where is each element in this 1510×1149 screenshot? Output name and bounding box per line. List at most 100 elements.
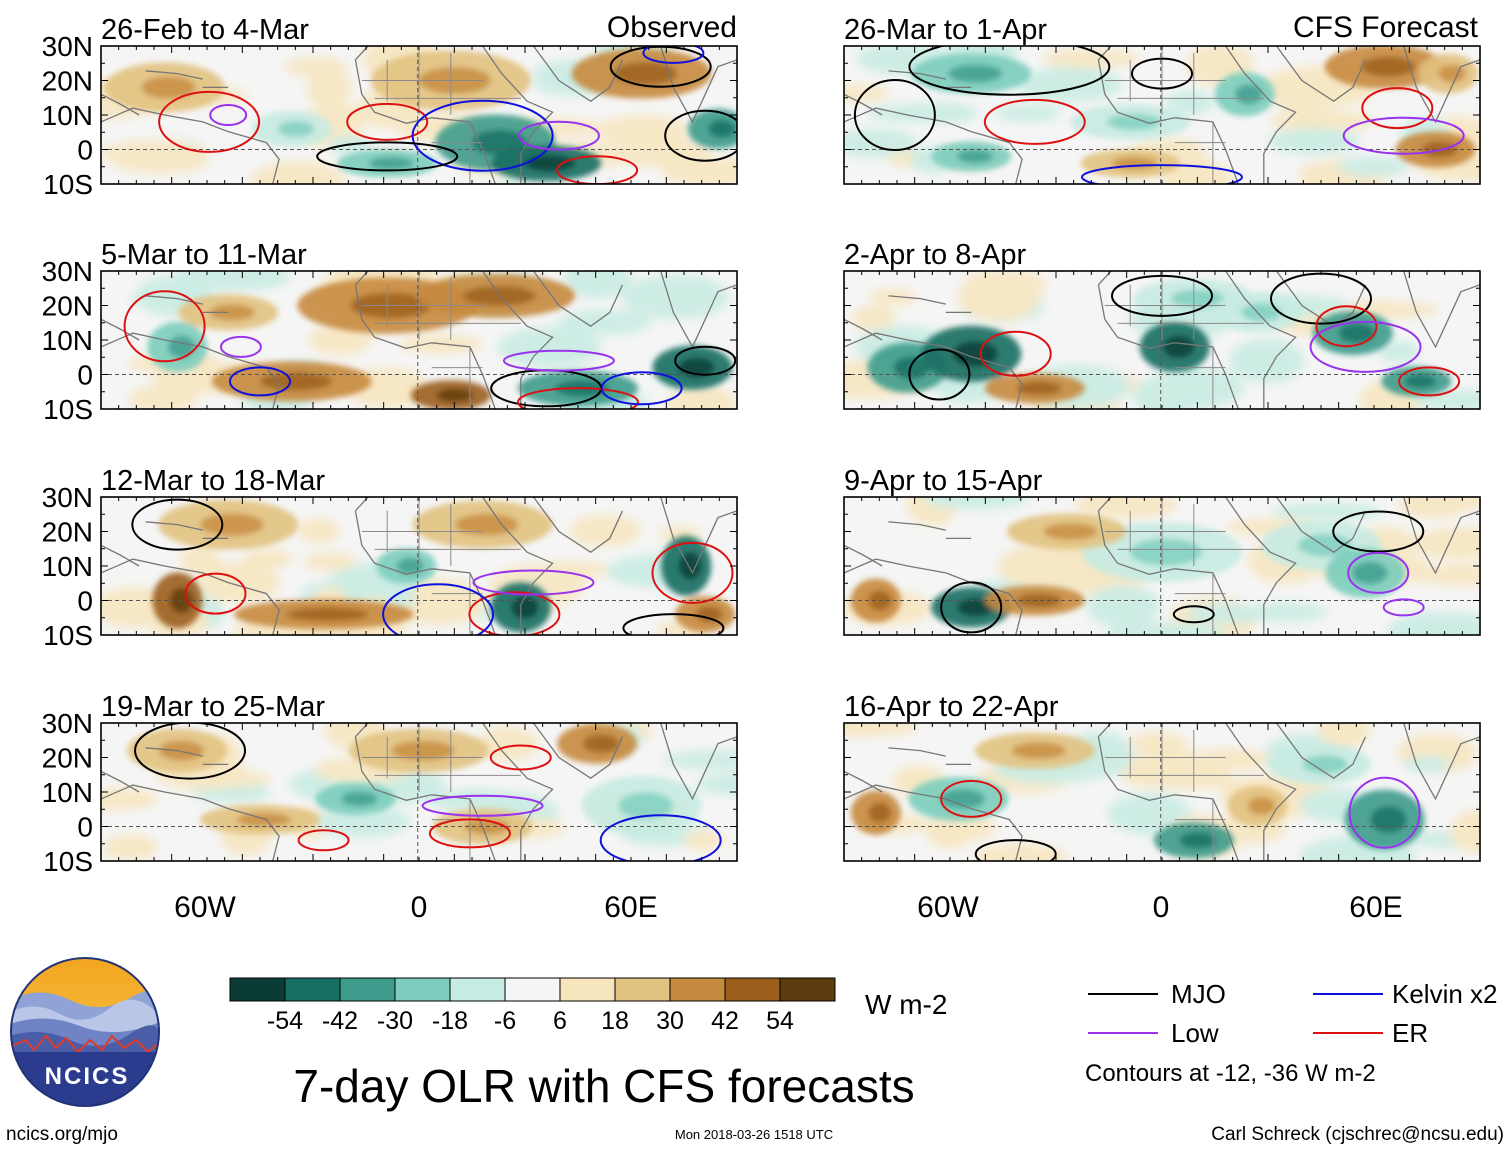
colorbar-tick-label: -18 (432, 1007, 468, 1035)
olr-field (101, 271, 737, 409)
contour-E (123, 290, 206, 363)
panel-ticks (843, 722, 1481, 862)
contour-M (908, 46, 1111, 96)
colorbar-tick-label: -42 (322, 1007, 358, 1035)
footer-credit: Carl Schreck (cjschrec@ncsu.edu) (1211, 1124, 1504, 1145)
lat-label: 30N (42, 482, 93, 513)
panel-ticks (843, 270, 1481, 410)
colorbar-tick-label: 54 (766, 1007, 794, 1035)
legend-label-low: Low (1171, 1018, 1219, 1048)
lat-label: 10N (42, 551, 93, 582)
legend-label-kelvin: Kelvin x2 (1392, 979, 1498, 1009)
olr-field (844, 497, 1480, 635)
contour-M (853, 79, 936, 151)
lat-label: 10N (42, 325, 93, 356)
lon-label-60w: 60W (174, 891, 236, 924)
lon-label-0: 0 (411, 891, 428, 924)
contour-M (134, 723, 247, 780)
contour-E (556, 155, 639, 184)
panel-ticks (843, 496, 1481, 636)
lon-label-60e: 60E (604, 891, 657, 924)
contour-K (600, 371, 683, 406)
lat-label: 0 (77, 812, 93, 843)
colorbar-tick-label: 6 (553, 1007, 567, 1035)
contour-K (411, 99, 554, 172)
olr-field (844, 271, 1480, 409)
footer-timestamp: Mon 2018-03-26 1518 UTC (675, 1127, 833, 1142)
contour-E (158, 90, 261, 153)
olr-field (101, 723, 737, 861)
lat-label: 20N (42, 66, 93, 97)
lon-label-60w: 60W (917, 891, 979, 924)
colorbar-tick-label: -6 (494, 1007, 516, 1035)
lat-label: 0 (77, 360, 93, 391)
panel-period: 26-Mar to 1-Apr (844, 14, 1047, 46)
lat-label: 30N (42, 256, 93, 287)
colorbar-tick-label: 18 (601, 1007, 629, 1035)
lat-label: 10S (43, 394, 93, 425)
panel-period: 2-Apr to 8-Apr (844, 239, 1026, 271)
lat-label: 10N (42, 100, 93, 131)
lat-label: 10N (42, 777, 93, 808)
contour-M (1111, 274, 1213, 317)
lat-label: 20N (42, 291, 93, 322)
olr-field (844, 46, 1480, 184)
contour-L (1342, 116, 1465, 155)
contour-M (1332, 510, 1425, 553)
colorbar-swatch (724, 977, 781, 1002)
contour-E (1398, 366, 1461, 397)
contour-L (517, 120, 600, 151)
lat-label: 20N (42, 517, 93, 548)
panel-period: 5-Mar to 11-Mar (101, 239, 307, 271)
colorbar-tick-label: 42 (711, 1007, 739, 1035)
contour-K (642, 46, 705, 64)
footer-url: ncics.org/mjo (6, 1124, 118, 1145)
colorbar-swatch (779, 977, 836, 1002)
longitude-axis-forecast: 60W 0 60E (917, 891, 1403, 924)
contour-M (622, 613, 725, 635)
legend-label-er: ER (1392, 1018, 1428, 1048)
contour-M (1172, 605, 1215, 624)
olr-panel: 26-Mar to 1-Apr (843, 14, 1481, 185)
lat-label: 30N (42, 708, 93, 739)
contour-E (428, 818, 511, 849)
colorbar-tick-label: -30 (377, 1007, 413, 1035)
wave-contours (131, 498, 734, 635)
colorbar-swatch (559, 977, 616, 1002)
olr-panel: 2-Apr to 8-Apr (843, 239, 1481, 410)
colorbar-swatch (449, 977, 506, 1002)
panel-ticks (100, 722, 738, 862)
contour-L (209, 104, 248, 126)
panel-ticks (100, 270, 738, 410)
contour-E (297, 829, 350, 852)
contour-L (1309, 320, 1422, 373)
contour-M (664, 109, 737, 162)
ncics-logo: NCICS (10, 957, 160, 1107)
panel-period: 26-Feb to 4-Mar (101, 14, 309, 46)
contour-E (940, 779, 1003, 818)
wave-contours (158, 46, 737, 184)
lon-label-0: 0 (1153, 891, 1170, 924)
contour-L (1382, 598, 1425, 617)
lon-label-60e: 60E (1349, 891, 1402, 924)
contour-L (219, 335, 262, 358)
legend-label-mjo: MJO (1171, 979, 1226, 1009)
olr-field (844, 723, 1480, 861)
contour-K (599, 814, 722, 861)
panel-period: 19-Mar to 25-Mar (101, 691, 325, 723)
lat-label: 0 (77, 586, 93, 617)
colorbar: -54 -42 -30 -18 -6 6 18 30 42 54 (229, 977, 836, 1035)
contour-M (131, 498, 224, 551)
contour-E (346, 102, 429, 141)
contour-L (1347, 551, 1410, 594)
olr-panel: 16-Apr to 22-Apr (843, 691, 1481, 862)
figure-title: 7-day OLR with CFS forecasts (293, 1060, 914, 1112)
contour-K (229, 366, 291, 397)
colorbar-swatch (614, 977, 671, 1002)
units-label: W m-2 (865, 989, 947, 1020)
contour-E (489, 744, 552, 771)
